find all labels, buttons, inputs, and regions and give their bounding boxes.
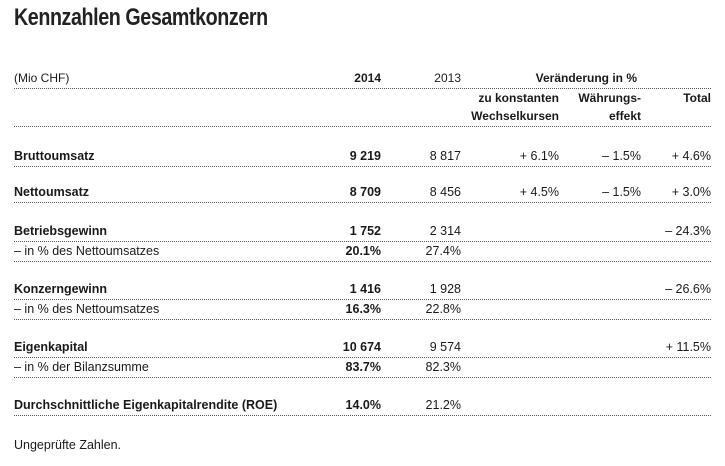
row-label: Betriebsgewinn	[14, 224, 108, 238]
column-header-konstant-1: zu konstanten	[478, 91, 559, 105]
column-header-total: Total	[683, 91, 711, 105]
table-row: Durchschnittliche Eigenkapitalrendite (R…	[14, 395, 711, 416]
table-row: Betriebsgewinn 1 752 2 314 – 24.3%	[14, 221, 711, 242]
value-total: – 24.3%	[665, 224, 711, 238]
value-2013: 9 574	[429, 340, 461, 354]
unit-label: (Mio CHF)	[14, 71, 70, 85]
value-2014: 20.1%	[345, 244, 381, 258]
table-row: – in % des Nettoumsatzes 16.3% 22.8%	[14, 299, 711, 320]
table-subheader-row: zu konstanten Währungs- Total	[14, 88, 711, 108]
table-row: Eigenkapital 10 674 9 574 + 11.5%	[14, 337, 711, 358]
column-header-waehrung-2: effekt	[608, 109, 641, 123]
value-2013: 8 817	[429, 149, 461, 163]
value-konstant: + 4.5%	[519, 185, 559, 199]
value-2014: 8 709	[349, 185, 381, 199]
table-row: Nettoumsatz 8 709 8 456 + 4.5% – 1.5% + …	[14, 182, 711, 203]
column-header-waehrung-1: Währungs-	[578, 91, 641, 105]
row-label: Bruttoumsatz	[14, 149, 95, 163]
table-row: Konzerngewinn 1 416 1 928 – 26.6%	[14, 279, 711, 300]
value-waehrung: – 1.5%	[602, 185, 641, 199]
table-row: – in % des Nettoumsatzes 20.1% 27.4%	[14, 241, 711, 262]
value-konstant: + 6.1%	[519, 149, 559, 163]
column-header-2014: 2014	[354, 71, 381, 85]
column-header-2013: 2013	[434, 71, 461, 85]
table-row: Bruttoumsatz 9 219 8 817 + 6.1% – 1.5% +…	[14, 146, 711, 167]
table-row: – in % der Bilanzsumme 83.7% 82.3%	[14, 357, 711, 378]
page-title: Kennzahlen Gesamtkonzern	[14, 4, 268, 31]
value-2013: 1 928	[429, 282, 461, 296]
row-label: – in % des Nettoumsatzes	[14, 302, 160, 316]
value-2013: 27.4%	[425, 244, 461, 258]
value-2014: 10 674	[342, 340, 381, 354]
row-label: Konzerngewinn	[14, 282, 108, 296]
value-2013: 22.8%	[425, 302, 461, 316]
value-2013: 8 456	[429, 185, 461, 199]
value-2014: 83.7%	[345, 360, 381, 374]
column-header-konstant-2: Wechselkursen	[471, 109, 559, 123]
column-header-change: Veränderung in %	[535, 71, 637, 85]
value-2014: 9 219	[349, 149, 381, 163]
value-total: + 3.0%	[671, 185, 711, 199]
footnote: Ungeprüfte Zahlen.	[14, 438, 122, 452]
value-2014: 16.3%	[345, 302, 381, 316]
value-2014: 1 752	[349, 224, 381, 238]
row-label: Eigenkapital	[14, 340, 88, 354]
value-total: + 11.5%	[665, 340, 711, 354]
table-header-row: (Mio CHF) 2014 2013 Veränderung in %	[14, 68, 711, 89]
row-label: – in % der Bilanzsumme	[14, 360, 149, 374]
value-2014: 14.0%	[345, 398, 381, 412]
value-2013: 2 314	[429, 224, 461, 238]
value-total: + 4.6%	[671, 149, 711, 163]
value-waehrung: – 1.5%	[602, 149, 641, 163]
value-2014: 1 416	[349, 282, 381, 296]
value-2013: 82.3%	[425, 360, 461, 374]
row-label: – in % des Nettoumsatzes	[14, 244, 160, 258]
table-subheader-row-2: Wechselkursen effekt	[14, 106, 711, 127]
value-2013: 21.2%	[425, 398, 461, 412]
row-label: Nettoumsatz	[14, 185, 90, 199]
value-total: – 26.6%	[665, 282, 711, 296]
row-label: Durchschnittliche Eigenkapitalrendite (R…	[14, 398, 278, 412]
